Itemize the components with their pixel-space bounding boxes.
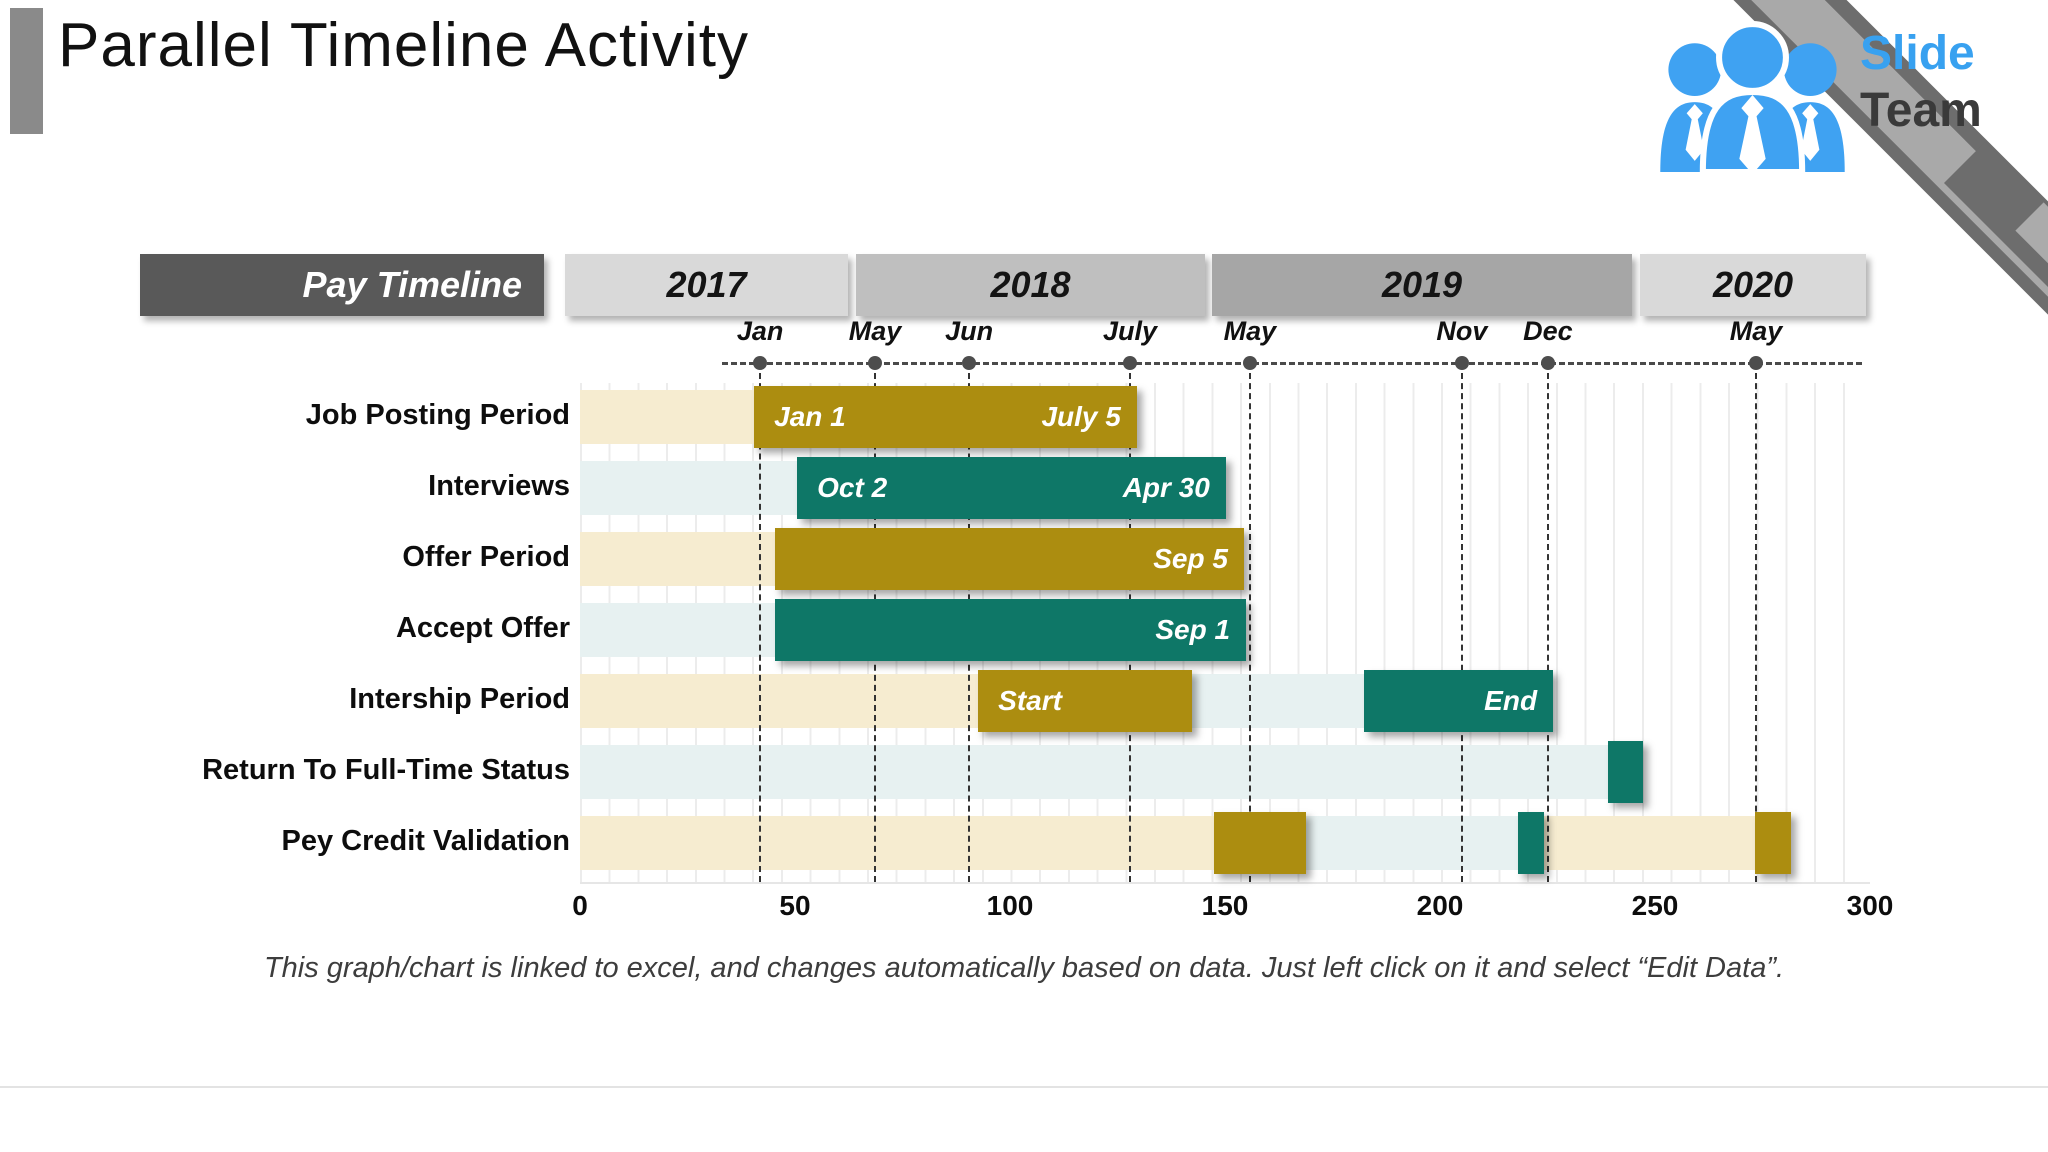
year-header-2017[interactable]: 2017 [565,254,848,316]
month-tick-dot [1242,356,1257,370]
gantt-bar-gold[interactable]: Jan 1 July 5 [754,386,1137,448]
row-label: Interviews [428,470,570,502]
bar-start-label: Oct 2 [817,472,888,503]
footer-note: This graph/chart is linked to excel, and… [263,952,1785,984]
gantt-filler-beige [580,674,979,728]
month-gridline [1546,363,1549,882]
bar-end-label: Sep 1 [1155,614,1231,645]
month-tick-dot [753,356,768,370]
bar-end-label: End [1484,685,1538,716]
month-label-dec: Dec [1523,316,1573,346]
gantt-bar-teal[interactable]: Oct 2 Apr 30 [797,457,1226,519]
slideteam-logo: Slide Team [1860,26,1982,139]
row-label: Intership Period [349,683,570,715]
month-label-may: May [1223,316,1277,346]
gantt-filler-beige [580,532,775,586]
corner-accent-bar [10,8,43,134]
bar-end-label: Apr 30 [1122,472,1210,503]
logo-word-team: Team [1860,83,1982,137]
x-axis-tick-200: 200 [1416,890,1464,921]
bottom-divider [0,1086,2048,1088]
gantt-bar-teal[interactable]: End [1363,670,1554,732]
month-tick-dot [1749,356,1764,370]
gantt-bar-teal[interactable]: Sep 1 [774,599,1247,661]
month-gridline [1755,363,1758,882]
month-label-nov: Nov [1436,316,1488,346]
gantt-filler-mint [580,461,798,515]
timeline-dotted-axis [722,362,1862,365]
gantt-bar-gold[interactable] [1755,812,1791,874]
row-label: Return To Full-Time Status [202,754,570,786]
month-tick-dot [1122,356,1137,370]
month-label-jun: Jun [945,316,994,346]
bar-end-label: July 5 [1041,401,1121,432]
pay-timeline-header[interactable]: Pay Timeline [140,254,544,316]
x-axis-tick-0: 0 [572,890,588,921]
month-label-may: May [1729,316,1783,346]
month-label-may: May [848,316,902,346]
gantt-bar-teal[interactable] [1608,741,1643,803]
month-tick-dot [867,356,882,370]
x-axis-tick-50: 50 [779,890,811,921]
row-label: Accept Offer [395,612,570,644]
gantt-bar-gold[interactable] [1213,812,1306,874]
x-axis-tick-100: 100 [986,890,1034,921]
gantt-filler-beige [1544,816,1756,870]
row-label: Offer Period [402,541,570,573]
month-tick-dot [1454,356,1469,370]
gantt-bar-teal[interactable] [1517,812,1545,874]
row-label: Pey Credit Validation [281,825,570,857]
team-people-icon [1660,21,1845,172]
page-title: Parallel Timeline Activity [58,11,750,80]
logo-word-slide: Slide [1860,27,1975,80]
bar-start-label: Start [998,685,1062,716]
x-axis-tick-150: 150 [1201,890,1249,921]
gantt-bar-gold[interactable]: Sep 5 [774,528,1244,590]
month-tick-dot [962,356,977,370]
gantt-filler-beige [580,390,755,444]
x-axis-tick-300: 300 [1846,890,1894,921]
gantt-filler-mint [1191,674,1364,728]
month-gridline [1248,363,1251,882]
month-label-jan: Jan [736,316,784,346]
year-header-2020[interactable]: 2020 [1640,254,1866,316]
bar-start-label: Jan 1 [774,401,846,432]
month-gridline [759,363,762,882]
gantt-filler-mint [1305,816,1518,870]
year-header-2019[interactable]: 2019 [1212,254,1632,316]
year-header-2018[interactable]: 2018 [856,254,1205,316]
gantt-bar-gold[interactable]: Start [978,670,1192,732]
bar-end-label: Sep 5 [1153,543,1228,574]
month-tick-dot [1540,356,1555,370]
x-axis-tick-250: 250 [1631,890,1679,921]
month-label-july: July [1102,316,1157,346]
row-label: Job Posting Period [305,399,570,431]
gantt-filler-beige [580,816,1214,870]
gantt-filler-mint [580,603,775,657]
gantt-filler-mint [580,745,1609,799]
month-gridline [1460,363,1463,882]
